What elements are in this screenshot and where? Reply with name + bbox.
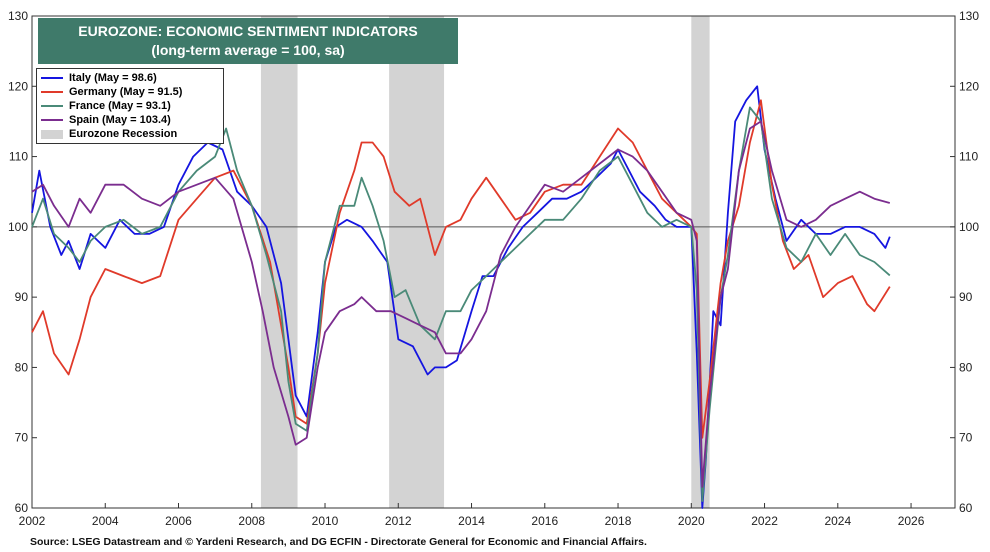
y-tick-label-right-120: 120 bbox=[959, 79, 979, 93]
legend-item-recession: Eurozone Recession bbox=[41, 127, 219, 141]
recession-band-1 bbox=[389, 16, 445, 508]
legend-swatch-france bbox=[41, 105, 63, 107]
y-tick-label-right-130: 130 bbox=[959, 9, 979, 23]
x-tick-label-2026: 2026 bbox=[898, 514, 925, 528]
x-tick-label-2016: 2016 bbox=[531, 514, 558, 528]
y-tick-label-right-90: 90 bbox=[959, 290, 973, 304]
legend-label-germany: Germany (May = 91.5) bbox=[69, 86, 183, 98]
y-tick-label-left-100: 100 bbox=[8, 220, 28, 234]
x-tick-label-2022: 2022 bbox=[751, 514, 778, 528]
series-line-spain bbox=[31, 120, 891, 488]
legend-item-france: France (May = 93.1) bbox=[41, 99, 219, 113]
y-tick-label-right-60: 60 bbox=[959, 501, 973, 515]
y-tick-label-left-80: 80 bbox=[15, 360, 29, 374]
y-tick-label-right-110: 110 bbox=[959, 150, 978, 164]
x-tick-label-2020: 2020 bbox=[678, 514, 705, 528]
y-tick-label-left-110: 110 bbox=[9, 150, 28, 164]
legend-item-italy: Italy (May = 98.6) bbox=[41, 71, 219, 85]
x-tick-label-2010: 2010 bbox=[312, 514, 339, 528]
series-line-germany bbox=[31, 99, 891, 439]
x-tick-label-2018: 2018 bbox=[605, 514, 632, 528]
y-tick-label-right-70: 70 bbox=[959, 431, 973, 445]
legend-item-spain: Spain (May = 103.4) bbox=[41, 113, 219, 127]
legend-label-spain: Spain (May = 103.4) bbox=[69, 114, 171, 126]
x-tick-label-2004: 2004 bbox=[92, 514, 119, 528]
legend-swatch-recession bbox=[41, 129, 63, 139]
legend-swatch-spain bbox=[41, 119, 63, 121]
legend-label-france: France (May = 93.1) bbox=[69, 100, 171, 112]
series-line-france bbox=[31, 106, 891, 502]
legend: Italy (May = 98.6) Germany (May = 91.5) … bbox=[36, 68, 224, 144]
series-line-italy bbox=[31, 85, 891, 509]
recession-band-2 bbox=[691, 16, 710, 508]
legend-swatch-germany bbox=[41, 91, 63, 93]
plot-frame bbox=[31, 15, 956, 509]
x-tick-label-2008: 2008 bbox=[238, 514, 265, 528]
legend-swatch-italy bbox=[41, 77, 63, 79]
x-tick-label-2024: 2024 bbox=[824, 514, 851, 528]
chart-title-box: EUROZONE: ECONOMIC SENTIMENT INDICATORS … bbox=[38, 18, 458, 64]
legend-label-recession: Eurozone Recession bbox=[69, 128, 178, 140]
y-tick-label-right-100: 100 bbox=[959, 220, 979, 234]
x-tick-label-2014: 2014 bbox=[458, 514, 485, 528]
y-tick-label-right-80: 80 bbox=[959, 360, 973, 374]
legend-item-germany: Germany (May = 91.5) bbox=[41, 85, 219, 99]
y-tick-label-left-120: 120 bbox=[8, 79, 28, 93]
y-tick-label-left-60: 60 bbox=[15, 501, 29, 515]
chart-subtitle: (long-term average = 100, sa) bbox=[151, 42, 345, 58]
legend-label-italy: Italy (May = 98.6) bbox=[69, 72, 157, 84]
y-tick-label-left-130: 130 bbox=[8, 9, 28, 23]
chart-title: EUROZONE: ECONOMIC SENTIMENT INDICATORS bbox=[78, 23, 418, 39]
source-note: Source: LSEG Datastream and © Yardeni Re… bbox=[30, 536, 647, 548]
y-tick-label-left-90: 90 bbox=[15, 290, 29, 304]
x-tick-label-2002: 2002 bbox=[19, 514, 46, 528]
y-tick-label-left-70: 70 bbox=[15, 431, 29, 445]
x-tick-label-2012: 2012 bbox=[385, 514, 412, 528]
x-tick-label-2006: 2006 bbox=[165, 514, 192, 528]
